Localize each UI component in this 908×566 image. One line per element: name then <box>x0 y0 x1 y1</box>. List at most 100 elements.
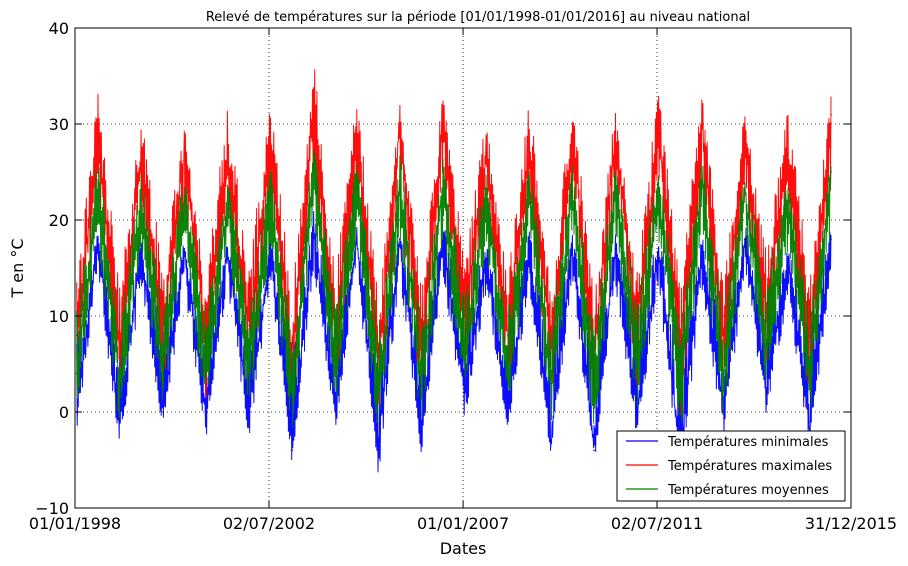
series-point-2 <box>787 200 789 202</box>
series-point-0 <box>356 238 358 240</box>
x-tick-label: 01/01/1998 <box>29 514 121 533</box>
series-point-2 <box>463 353 466 356</box>
y-tick-label: −10 <box>35 499 69 518</box>
series-point-2 <box>269 200 272 202</box>
series-point-1 <box>787 152 789 154</box>
x-tick-label: 31/12/2015 <box>805 514 897 533</box>
series-point-0 <box>657 248 660 250</box>
series-point-0 <box>787 257 789 260</box>
legend-entry-mean: Températures moyennes <box>667 483 829 498</box>
series-point-0 <box>463 392 466 394</box>
series-point-2 <box>636 363 638 365</box>
series-point-0 <box>377 440 380 442</box>
series-point-0 <box>334 411 337 413</box>
series-point-0 <box>700 248 703 250</box>
series-point-0 <box>593 449 595 452</box>
ticks-layer: −10 0 10 20 30 40 01/01/1998 02/07/2002 01/01/20… <box>29 19 897 533</box>
series-point-1 <box>162 324 164 327</box>
y-axis-label: T en °C <box>8 238 27 298</box>
series-point-0 <box>614 248 617 250</box>
y-tick-label: 40 <box>49 19 69 38</box>
series-point-2 <box>700 180 703 183</box>
series-point-2 <box>140 200 142 202</box>
series-point-0 <box>765 392 768 394</box>
series-point-1 <box>463 315 466 317</box>
series-point-0 <box>485 257 487 260</box>
series-point-0 <box>118 420 121 423</box>
series-point-1 <box>765 305 768 308</box>
x-tick-label: 02/07/2002 <box>223 514 315 533</box>
series-point-2 <box>118 382 121 385</box>
series-point-2 <box>312 161 315 164</box>
series-point-1 <box>528 142 531 144</box>
series-point-1 <box>679 344 682 346</box>
series-point-2 <box>830 171 832 173</box>
series-point-0 <box>183 248 186 250</box>
series-point-2 <box>528 190 531 192</box>
series-trace-2 <box>76 149 832 428</box>
series-layer <box>75 69 832 475</box>
series-point-0 <box>312 228 315 231</box>
series-point-0 <box>528 248 531 250</box>
series-point-2 <box>97 190 99 192</box>
series-point-1 <box>140 152 142 154</box>
series-point-0 <box>507 411 509 413</box>
series-point-0 <box>636 411 638 413</box>
series-2 <box>75 149 832 428</box>
series-point-2 <box>75 372 78 375</box>
series-point-2 <box>399 180 401 183</box>
legend-entry-min: Températures minimales <box>667 435 829 450</box>
series-point-2 <box>507 372 509 375</box>
series-point-1 <box>226 152 229 154</box>
series-point-0 <box>744 238 746 240</box>
series-point-0 <box>205 411 207 413</box>
series-point-1 <box>485 152 487 154</box>
series-point-2 <box>334 372 337 375</box>
series-point-1 <box>571 132 574 135</box>
series-point-0 <box>830 238 832 240</box>
x-tick-label: 02/07/2011 <box>611 514 703 533</box>
series-point-2 <box>356 180 358 183</box>
series-point-1 <box>830 113 832 116</box>
series-point-2 <box>377 392 380 394</box>
series-point-0 <box>571 248 574 250</box>
series-point-2 <box>808 372 811 375</box>
series-point-0 <box>269 248 272 250</box>
series-point-0 <box>248 411 250 413</box>
series-point-2 <box>679 392 682 394</box>
legend-entry-max: Températures maximales <box>667 459 832 474</box>
series-point-2 <box>744 190 746 192</box>
series-point-1 <box>722 334 725 337</box>
y-tick-label: 10 <box>49 307 69 326</box>
series-point-2 <box>183 200 186 202</box>
series-point-0 <box>420 430 423 433</box>
series-point-2 <box>550 382 552 385</box>
series-point-2 <box>291 392 294 394</box>
series-point-0 <box>162 411 164 413</box>
series-point-1 <box>700 123 703 125</box>
series-point-0 <box>291 449 294 452</box>
series-point-1 <box>744 142 746 144</box>
series-point-0 <box>550 440 552 442</box>
series-point-2 <box>205 372 207 375</box>
series-point-1 <box>97 142 99 144</box>
series-point-2 <box>485 200 487 202</box>
series-point-1 <box>614 132 617 135</box>
series-point-2 <box>722 372 725 375</box>
y-tick-label: 20 <box>49 211 69 230</box>
series-point-2 <box>571 190 574 192</box>
series-point-2 <box>226 200 229 202</box>
series-point-1 <box>248 324 250 327</box>
series-point-0 <box>140 248 142 250</box>
chart-title: Relevé de températures sur la période [0… <box>206 10 750 25</box>
series-point-0 <box>97 238 99 240</box>
series-point-2 <box>657 190 660 192</box>
series-point-1 <box>356 132 358 135</box>
x-axis-label: Dates <box>440 539 487 558</box>
series-point-2 <box>162 363 164 365</box>
series-point-1 <box>312 94 315 96</box>
series-point-2 <box>442 180 444 183</box>
series-point-1 <box>657 132 660 135</box>
legend: Températures minimales Températures maxi… <box>616 430 846 502</box>
